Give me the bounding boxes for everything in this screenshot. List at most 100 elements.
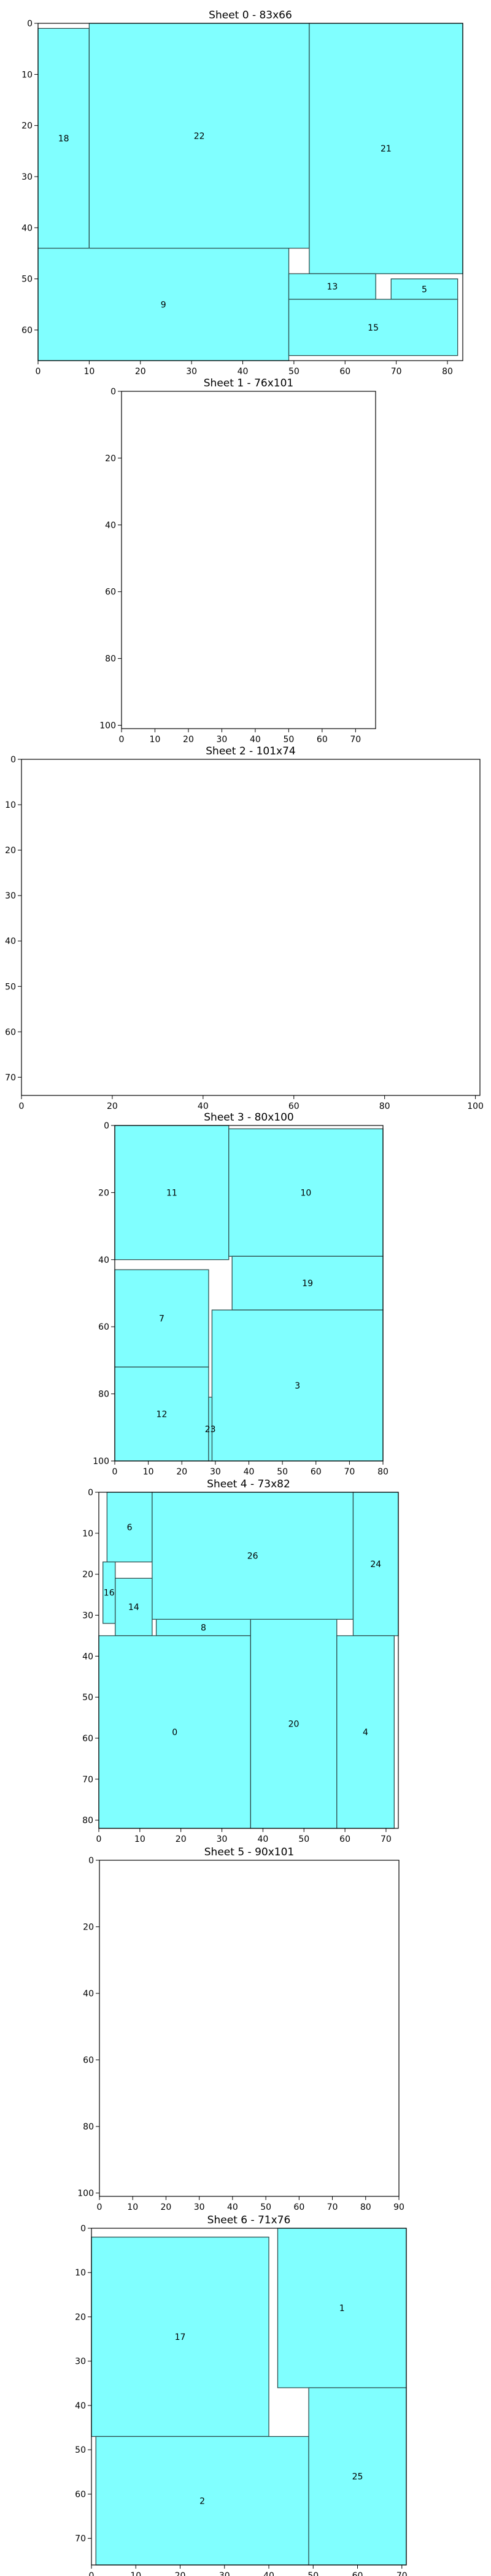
sheet-6-ytick-label: 70 bbox=[75, 2534, 86, 2544]
sheet-4-ytick-label: 10 bbox=[82, 1529, 93, 1539]
sheet-2-ytick-label: 50 bbox=[5, 982, 16, 992]
sheet-4-xtick-label: 10 bbox=[134, 1834, 145, 1844]
sheet-4-title: Sheet 4 - 73x82 bbox=[207, 1478, 290, 1490]
sheet-4-xtick-label: 60 bbox=[339, 1834, 350, 1844]
sheet-0-piece-label: 9 bbox=[161, 300, 166, 310]
sheet-0-xtick-label: 0 bbox=[36, 367, 41, 377]
sheet-3-ytick-label: 60 bbox=[98, 1322, 109, 1332]
sheet-3-piece-19 bbox=[231, 1255, 384, 1311]
sheet-6-ytick-label: 50 bbox=[75, 2445, 86, 2455]
sheet-4-piece-0 bbox=[98, 1635, 251, 1829]
sheet-4-xtick-label: 50 bbox=[298, 1834, 309, 1844]
sheet-2-ytick-label: 70 bbox=[5, 1073, 16, 1083]
sheet-0-xtick-label: 50 bbox=[288, 367, 300, 377]
sheet-0-title: Sheet 0 - 83x66 bbox=[209, 9, 292, 21]
sheet-3-xtick-label: 30 bbox=[210, 1467, 221, 1477]
sheet-5-ytick-label: 0 bbox=[88, 1856, 94, 1866]
sheet-4-piece-4 bbox=[336, 1635, 395, 1829]
sheet-5-axes-frame bbox=[99, 1860, 400, 2197]
sheet-1-xtick-label: 60 bbox=[317, 735, 328, 745]
sheet-4-piece-label: 24 bbox=[370, 1560, 381, 1570]
sheet-0-xtick-label: 40 bbox=[238, 367, 249, 377]
sheet-0-xtick-label: 60 bbox=[339, 367, 350, 377]
sheet-4-ytick-label: 70 bbox=[82, 1775, 93, 1785]
sheet-3-xtick-label: 20 bbox=[176, 1467, 187, 1477]
sheet-0-piece-15 bbox=[288, 299, 458, 356]
sheet-0-piece-21 bbox=[309, 23, 463, 274]
sheet-3-piece-label: 7 bbox=[159, 1314, 164, 1324]
sheet-5-xtick-label: 80 bbox=[360, 2202, 371, 2212]
sheet-6-piece-1 bbox=[277, 2228, 407, 2388]
sheet-2-xtick-label: 60 bbox=[288, 1102, 300, 1111]
sheet-3-xtick-label: 60 bbox=[311, 1467, 322, 1477]
sheet-5-ytick-label: 100 bbox=[77, 2189, 94, 2199]
sheet-4-piece-label: 6 bbox=[127, 1523, 133, 1533]
sheet-6-ytick-label: 30 bbox=[75, 2357, 86, 2367]
sheet-4-ytick-label: 20 bbox=[82, 1570, 93, 1580]
sheet-3-xtick-label: 40 bbox=[244, 1467, 255, 1477]
sheet-2-chart: Sheet 2 - 101x74 0 20 40 60 80 100 0 10 20 30 40 50 6… bbox=[5, 745, 484, 1111]
sheet-5-xtick-label: 20 bbox=[161, 2202, 172, 2212]
sheet-4-piece-label: 8 bbox=[201, 1623, 206, 1633]
sheet-5-xtick-label: 50 bbox=[260, 2202, 271, 2212]
sheet-4-ytick-label: 0 bbox=[88, 1488, 93, 1498]
sheet-1-xtick-label: 70 bbox=[350, 735, 361, 745]
sheet-3-ytick-label: 40 bbox=[98, 1255, 109, 1265]
sheet-0-ytick-label: 60 bbox=[21, 326, 33, 335]
sheet-0-piece-label: 13 bbox=[327, 282, 338, 292]
sheet-6-xtick-label: 60 bbox=[352, 2571, 363, 2576]
sheet-2-ytick-label: 0 bbox=[10, 755, 16, 765]
sheet-4-xtick-label: 20 bbox=[176, 1834, 187, 1844]
sheet-2-ytick-label: 40 bbox=[5, 937, 16, 946]
sheet-1-xtick-label: 30 bbox=[217, 735, 228, 745]
sheet-0-xtick-label: 30 bbox=[186, 367, 197, 377]
sheet-5-xtick-label: 30 bbox=[194, 2202, 205, 2212]
sheet-0-ytick-label: 40 bbox=[21, 223, 33, 233]
sheet-1-xtick-label: 20 bbox=[183, 735, 194, 745]
sheet-1-xtick-label: 10 bbox=[150, 735, 161, 745]
sheet-4-piece-8 bbox=[155, 1619, 251, 1636]
sheet-4-ytick-label: 80 bbox=[82, 1816, 93, 1826]
sheet-6-xtick-label: 70 bbox=[396, 2571, 408, 2576]
sheet-4-ytick-label: 30 bbox=[82, 1611, 93, 1620]
sheet-4-piece-label: 20 bbox=[288, 1720, 300, 1730]
sheet-5-title: Sheet 5 - 90x101 bbox=[204, 1846, 294, 1858]
sheet-6-piece-label: 2 bbox=[199, 2496, 205, 2506]
sheet-1-xtick-label: 0 bbox=[119, 735, 125, 745]
sheet-0-xtick-label: 20 bbox=[135, 367, 146, 377]
sheet-0-chart: Sheet 0 - 83x66 18 22 21 9 13 5 15 0 10 20 30 40 50 60… bbox=[21, 9, 463, 377]
sheet-5-xtick-label: 10 bbox=[127, 2202, 138, 2212]
sheet-4-ytick-label: 60 bbox=[82, 1734, 93, 1744]
sheet-3-piece-label: 23 bbox=[205, 1425, 216, 1435]
sheet-6-ytick-label: 0 bbox=[80, 2224, 86, 2234]
sheet-0-piece-label: 5 bbox=[422, 285, 427, 294]
sheet-5-ytick-label: 20 bbox=[83, 1923, 94, 1933]
sheet-6-axes-frame bbox=[91, 2228, 407, 2566]
sheet-1-ytick-label: 40 bbox=[105, 521, 116, 531]
sheet-2-title: Sheet 2 - 101x74 bbox=[206, 745, 295, 757]
sheet-0-piece-label: 22 bbox=[194, 131, 205, 141]
sheet-4-piece-label: 26 bbox=[247, 1552, 258, 1562]
sheet-5-xtick-label: 90 bbox=[393, 2202, 404, 2212]
sheet-4-piece-20 bbox=[250, 1619, 338, 1829]
sheet-3-xtick-label: 50 bbox=[277, 1467, 288, 1477]
sheet-2-ytick-label: 20 bbox=[5, 846, 16, 856]
sheet-3-xtick-label: 70 bbox=[344, 1467, 355, 1477]
sheet-6-chart: Sheet 6 - 71x76 17 1 2 25 0 10 20 30 40 50 60 70 0 10 2… bbox=[75, 2214, 408, 2576]
sheet-4-piece-label: 4 bbox=[363, 1728, 368, 1738]
sheet-1-xtick-label: 40 bbox=[250, 735, 261, 745]
sheet-6-piece-25 bbox=[308, 2387, 407, 2566]
sheet-3-piece-label: 3 bbox=[295, 1381, 300, 1391]
sheet-3-piece-3 bbox=[211, 1309, 384, 1462]
sheet-5-xtick-label: 60 bbox=[293, 2202, 304, 2212]
sheet-0-piece-18 bbox=[37, 28, 90, 249]
sheet-2-ytick-label: 30 bbox=[5, 891, 16, 901]
sheet-3-piece-label: 12 bbox=[157, 1409, 168, 1419]
sheet-4-ytick-label: 40 bbox=[82, 1652, 93, 1662]
sheet-6-piece-17 bbox=[91, 2236, 269, 2437]
sheet-3-xtick-label: 80 bbox=[377, 1467, 389, 1477]
sheet-1-xtick-label: 50 bbox=[283, 735, 294, 745]
sheet-6-xtick-label: 20 bbox=[175, 2571, 186, 2576]
